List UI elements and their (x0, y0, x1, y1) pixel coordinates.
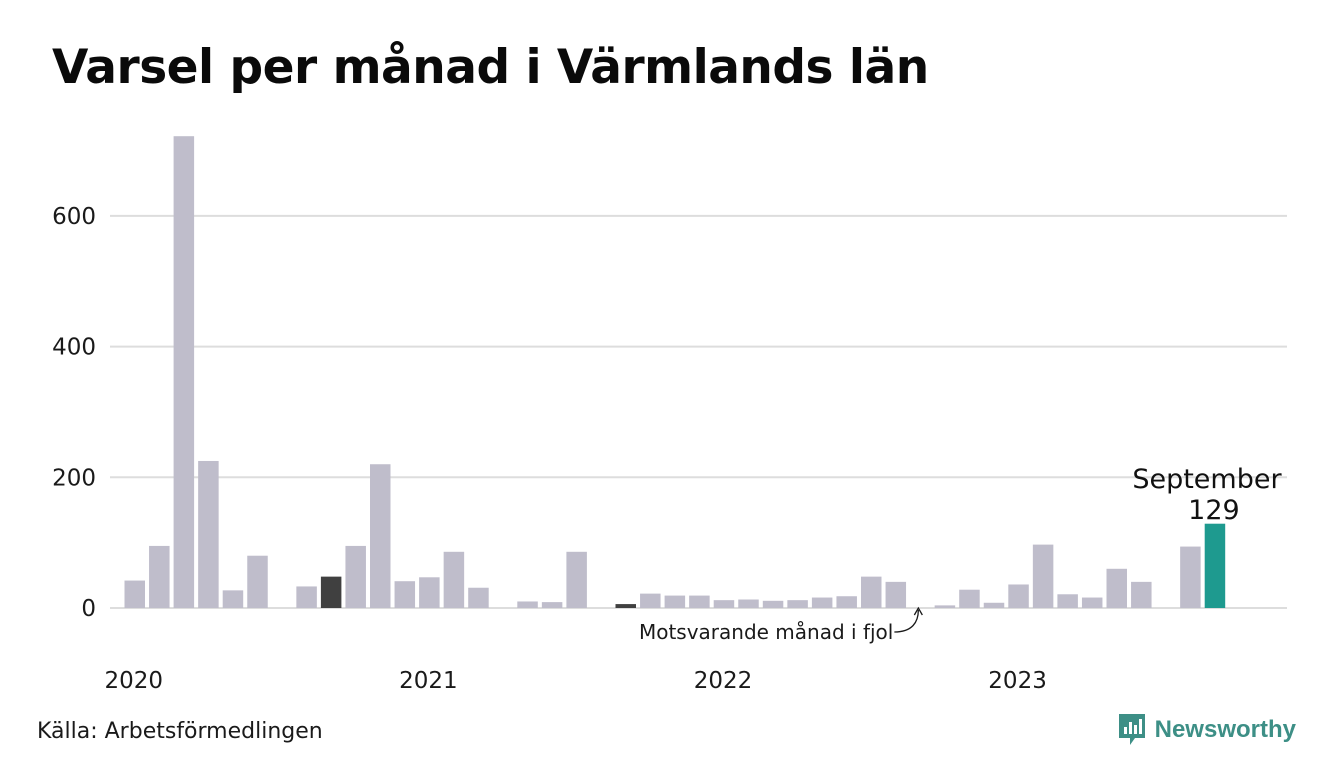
bar (566, 551, 587, 608)
bars (124, 136, 1226, 608)
bar (173, 136, 195, 608)
bar (664, 595, 686, 608)
source-note: Källa: Arbetsförmedlingen (37, 719, 323, 744)
bar (738, 599, 759, 608)
bar (713, 600, 735, 608)
bar (787, 600, 808, 608)
bar-chart-speech-icon (1118, 714, 1145, 745)
brand-logo: Newsworthy (1117, 712, 1296, 748)
bar (320, 576, 342, 608)
bar (198, 460, 219, 608)
bar (149, 545, 170, 608)
x-tick-label: 2023 (988, 668, 1047, 694)
bar (247, 555, 268, 608)
brand-name: Newsworthy (1154, 716, 1296, 743)
bar (345, 545, 366, 608)
bar (1106, 568, 1127, 608)
comparison-annotation: Motsvarande månad i fjol (639, 606, 923, 644)
x-tick-label: 2020 (105, 668, 164, 694)
bar (443, 551, 465, 608)
y-tick-label: 600 (52, 204, 96, 230)
bar (762, 600, 784, 608)
bar (934, 605, 956, 608)
bar (689, 595, 710, 608)
bar (541, 602, 563, 608)
bar (836, 596, 857, 608)
bar (296, 586, 317, 608)
y-tick-label: 200 (52, 465, 96, 491)
bar (615, 604, 636, 608)
grid-lines (110, 214, 1287, 609)
bar (222, 590, 244, 608)
bar (885, 581, 907, 608)
bar (1081, 597, 1103, 608)
x-axis: 2020 2021 2022 2023 (105, 668, 1047, 694)
x-tick-label: 2021 (399, 668, 458, 694)
x-tick-label: 2022 (694, 668, 753, 694)
bar (1057, 594, 1078, 608)
bar (959, 589, 980, 608)
bar (517, 601, 538, 608)
bar (983, 602, 1005, 608)
annotation-arrow (894, 609, 919, 633)
bar (468, 587, 489, 608)
bar (1008, 584, 1029, 608)
highlight-label: September 129 (1132, 464, 1282, 526)
annotation-label: Motsvarande månad i fjol (639, 620, 893, 644)
bar (1032, 544, 1054, 608)
y-tick-label: 400 (52, 335, 96, 361)
bar (811, 597, 833, 608)
bar (1204, 523, 1226, 608)
highlight-value-label: 129 (1188, 495, 1240, 526)
y-axis: 0 200 400 600 (52, 204, 96, 622)
highlight-month-label: September (1132, 464, 1282, 495)
bar (124, 580, 145, 608)
bar (370, 464, 391, 608)
bar (394, 581, 416, 608)
bar (861, 576, 882, 608)
y-tick-label: 0 (81, 596, 96, 622)
bar (1131, 581, 1152, 608)
bar (419, 577, 440, 608)
chart-title: Varsel per månad i Värmlands län (52, 40, 929, 95)
annotation-arrow-head (913, 606, 923, 616)
bar (640, 593, 661, 608)
bar (1180, 546, 1201, 608)
